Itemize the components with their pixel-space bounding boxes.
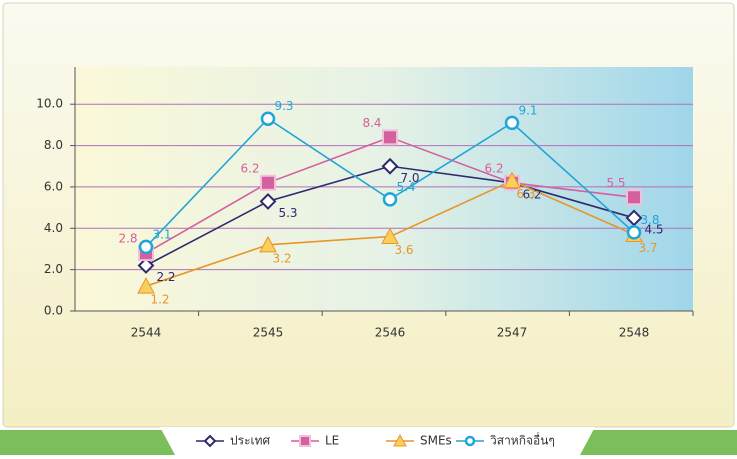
marker (625, 209, 643, 227)
legend-label: LE (325, 434, 339, 448)
marker (626, 225, 642, 240)
y-tick-label: 8.0 (44, 138, 63, 152)
legend-marker (203, 434, 217, 448)
y-tick-label: 10.0 (36, 97, 63, 111)
marker (259, 235, 277, 253)
data-label: 5.4 (396, 180, 415, 194)
legend-label: วิสาหกิจอื่นๆ (490, 432, 555, 448)
plot-area (75, 67, 693, 311)
data-label: 6.2 (240, 161, 259, 175)
data-label: 2.2 (156, 270, 175, 284)
y-tick-label: 0.0 (44, 304, 63, 318)
legend-marker (393, 433, 407, 447)
x-tick-label: 2548 (619, 326, 650, 340)
data-label: 3.7 (638, 241, 657, 255)
x-tick-label: 2545 (253, 326, 284, 340)
data-label: 9.1 (518, 103, 537, 117)
legend: ประเทศ LE SMEs วิสาหกิจอื่นๆ (196, 432, 555, 448)
marker (381, 227, 399, 245)
y-tick-label: 6.0 (44, 179, 63, 193)
data-label: 5.5 (606, 176, 625, 190)
data-label: 2.8 (118, 232, 137, 246)
data-label: 8.4 (362, 116, 381, 130)
data-label: 9.3 (274, 99, 293, 113)
x-tick-label: 2546 (375, 326, 406, 340)
data-label: 3.2 (272, 251, 291, 265)
legend-label: ประเทศ (230, 434, 271, 448)
marker (260, 174, 276, 191)
legend-label: SMEs (420, 434, 452, 448)
data-label: 3.8 (640, 213, 659, 227)
data-label: 1.2 (150, 293, 169, 307)
marker (260, 111, 276, 126)
x-tick-label: 2544 (131, 326, 162, 340)
legend-marker (299, 435, 311, 447)
data-label: 7.0 (400, 171, 419, 185)
marker (626, 189, 642, 206)
marker (259, 192, 277, 210)
y-tick-label: 4.0 (44, 221, 63, 235)
data-label: 4.5 (644, 222, 663, 236)
marker (381, 157, 399, 175)
marker (503, 171, 521, 189)
y-tick-label: 2.0 (44, 262, 63, 276)
marker (137, 277, 155, 294)
x-tick-label: 2547 (497, 326, 528, 340)
data-label: 6.2 (484, 161, 503, 175)
data-label: 6.2 (522, 187, 541, 201)
marker (382, 129, 398, 146)
marker (504, 115, 520, 131)
marker (382, 192, 398, 207)
data-label: 6.3 (516, 187, 535, 201)
legend-tab (160, 427, 595, 455)
legend-marker (464, 435, 476, 447)
data-label: 3.6 (394, 243, 413, 257)
data-label: 3.1 (152, 227, 171, 241)
data-label: 5.3 (278, 206, 297, 220)
marker (137, 257, 155, 274)
marker (138, 239, 154, 255)
